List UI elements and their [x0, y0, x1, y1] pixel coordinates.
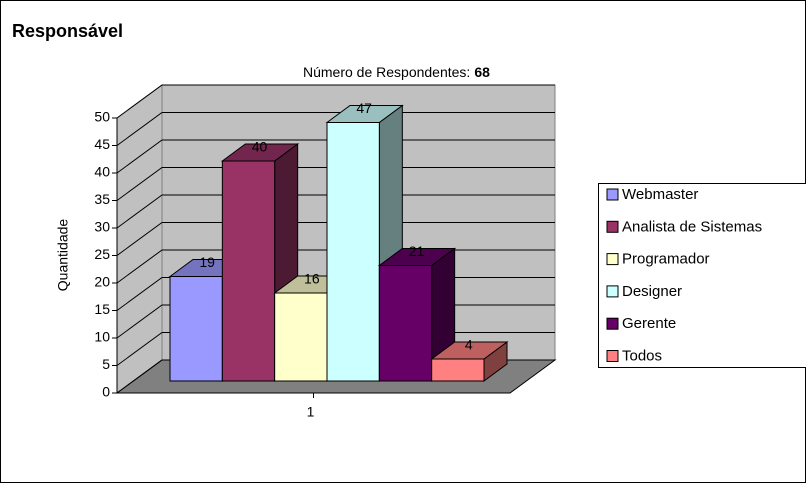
bar	[274, 292, 328, 382]
bar	[431, 358, 485, 382]
annotation-value: 68	[474, 64, 490, 80]
legend-label: Webmaster	[622, 186, 698, 203]
legend-swatch	[606, 188, 619, 201]
bar	[326, 122, 380, 382]
y-tick-label: 15	[94, 301, 110, 317]
y-tick-label: 40	[94, 164, 110, 180]
legend-swatch	[606, 317, 619, 330]
grid-line	[116, 112, 555, 146]
data-label: 40	[252, 139, 268, 155]
data-label: 4	[465, 337, 473, 353]
grid-line	[116, 84, 555, 119]
legend-label: Gerente	[622, 315, 676, 332]
y-tick-label: 35	[94, 191, 110, 207]
bar	[169, 276, 223, 382]
x-tick-label: 1	[307, 404, 315, 420]
y-tick-label: 0	[102, 384, 110, 400]
legend-box	[598, 183, 806, 368]
y-tick-label: 5	[102, 356, 110, 372]
grid-line	[116, 222, 555, 256]
bar	[221, 160, 276, 382]
grid-line	[116, 139, 555, 174]
y-tick-label: 30	[94, 219, 110, 235]
annotation: Número de Respondentes: 68	[303, 64, 490, 80]
bar	[378, 265, 433, 382]
y-tick-label: 20	[94, 274, 110, 290]
legend-swatch	[606, 253, 619, 266]
data-label: 16	[304, 271, 320, 287]
chart-title: Responsável	[12, 21, 123, 41]
legend-label: Analista de Sistemas	[622, 218, 762, 235]
data-label: 21	[409, 243, 425, 259]
y-tick-label: 45	[94, 136, 110, 152]
data-label: 47	[356, 100, 372, 116]
y-tick-label: 10	[94, 329, 110, 345]
grid-line	[116, 194, 555, 229]
legend-swatch	[606, 220, 619, 233]
legend-swatch	[606, 350, 619, 362]
legend-label: Designer	[622, 283, 682, 300]
y-axis-label: Quantidade	[55, 219, 71, 292]
legend-label: Todos	[622, 347, 662, 364]
y-tick-label: 25	[94, 246, 110, 262]
y-tick-label: 50	[94, 109, 110, 125]
legend-swatch	[606, 285, 619, 298]
grid-line	[116, 167, 555, 201]
data-label: 19	[199, 254, 215, 270]
annotation-label: Número de Respondentes:	[303, 64, 470, 80]
legend-label: Programador	[622, 251, 710, 268]
